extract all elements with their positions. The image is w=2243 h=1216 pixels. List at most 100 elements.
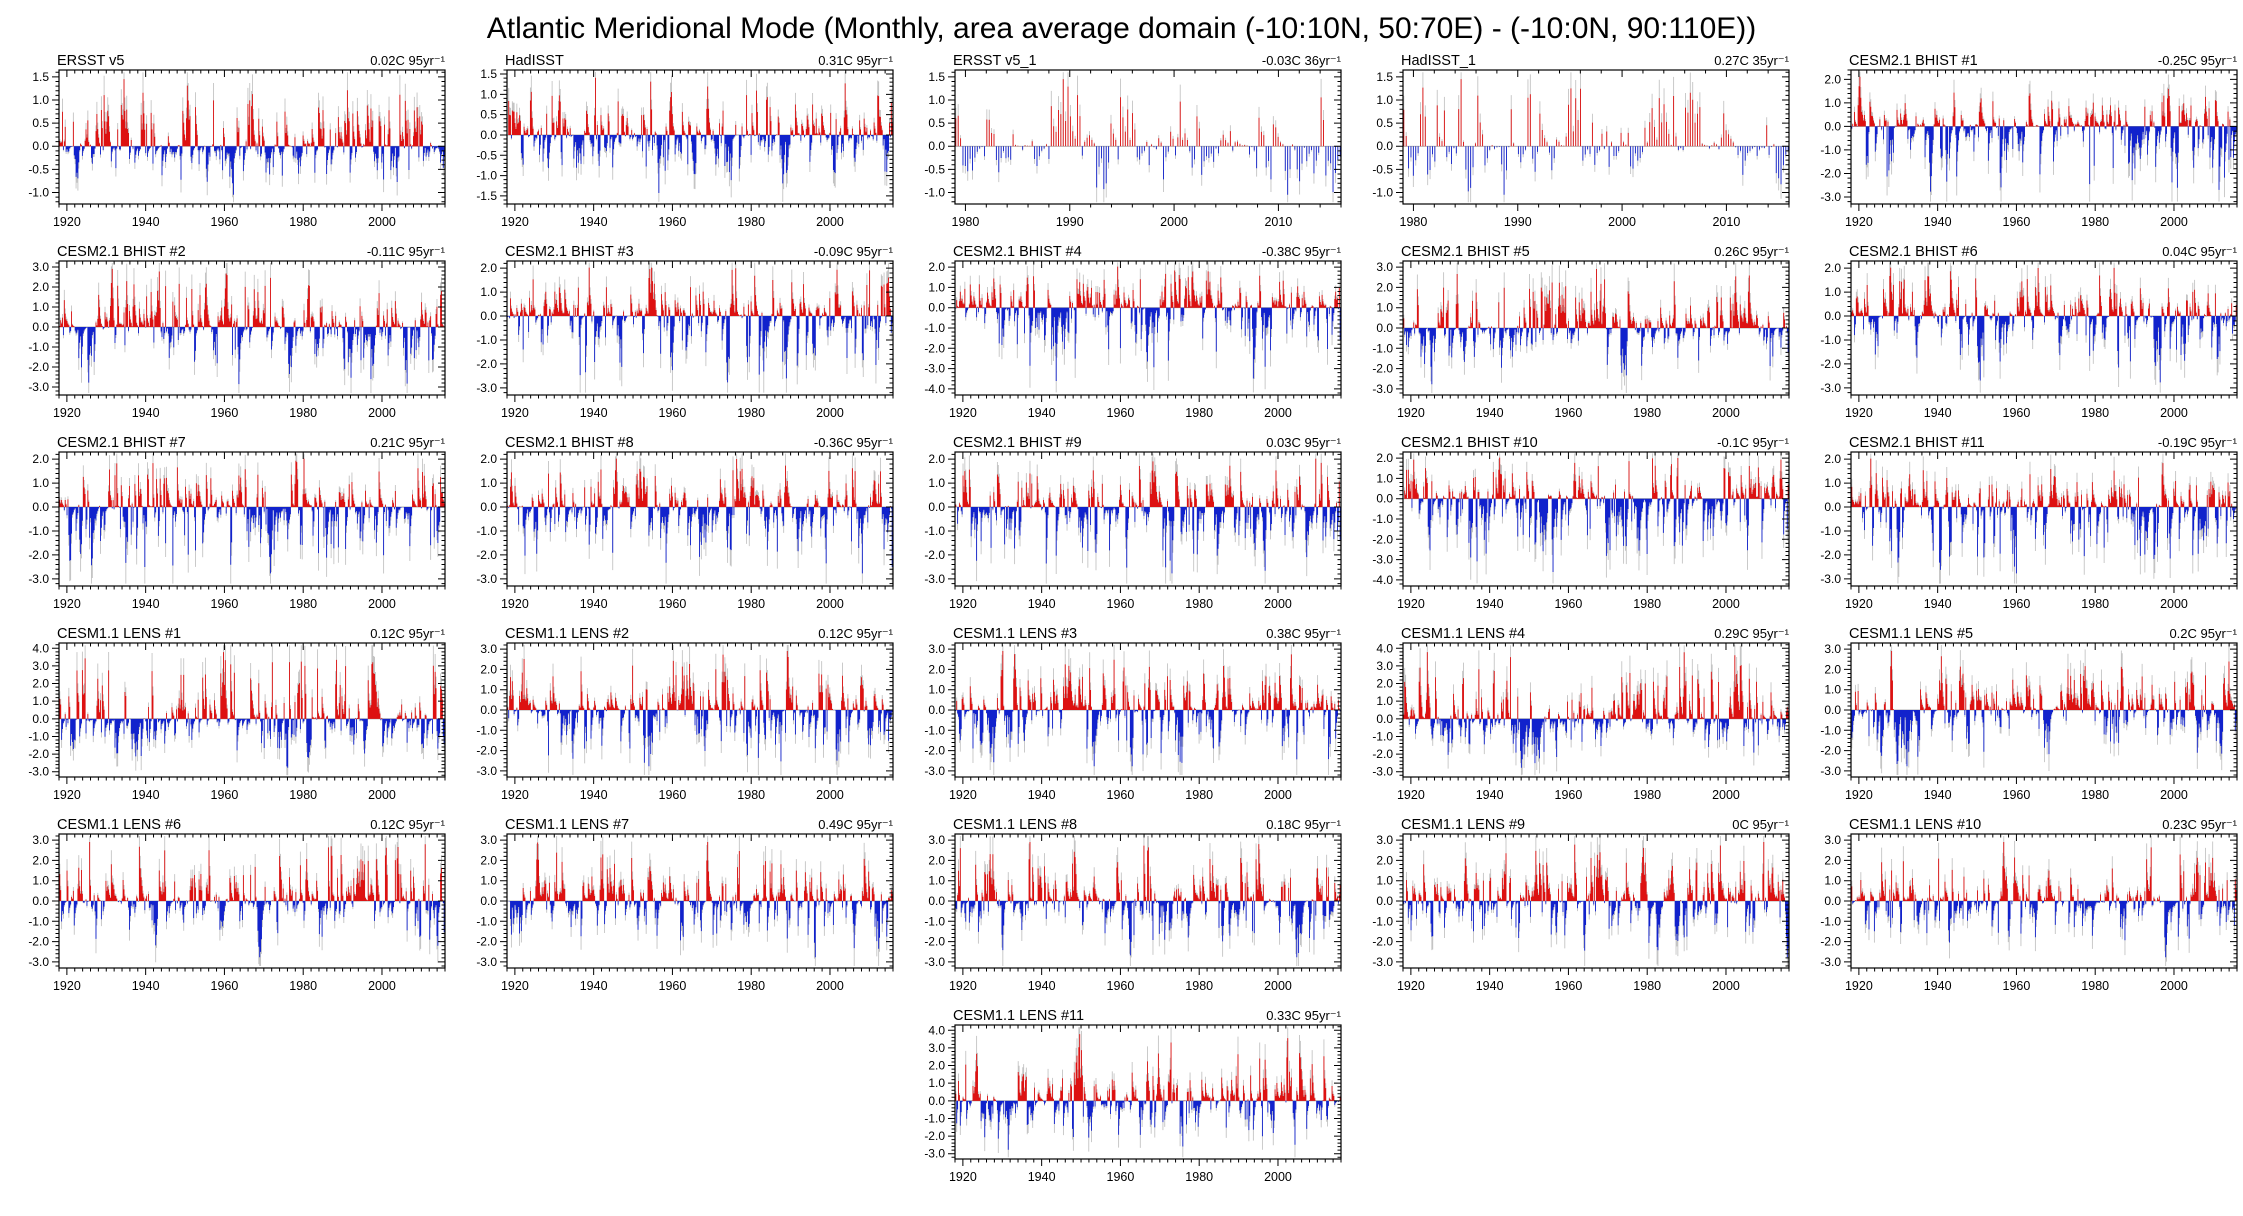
y-tick-label: 1.0: [928, 280, 945, 294]
y-tick-label: 2.0: [32, 853, 49, 867]
x-tick-label: 2000: [368, 788, 396, 802]
panel-trend-label: 0.49C 95yr⁻¹: [818, 818, 893, 832]
panel-cesm21-bhist-11: CESM2.1 BHIST #11 -0.19C 95yr⁻¹ 2.0 1.0 0.0 -…: [1793, 436, 2241, 627]
y-tick-label: -3.0: [1372, 765, 1393, 779]
y-tick-label: -2.0: [1372, 362, 1393, 376]
y-tick-label: -3.0: [1372, 382, 1393, 396]
y-tick-label: -2.0: [28, 747, 49, 761]
x-tick-label: 1980: [289, 597, 317, 611]
panel-title: CESM1.1 LENS #3: [953, 627, 1077, 642]
panel-cesm21-bhist-4: CESM2.1 BHIST #4 -0.38C 95yr⁻¹ 2.0 1.0 0.0 -1…: [897, 245, 1345, 436]
x-tick-label: 1940: [1924, 788, 1952, 802]
panel-title: CESM1.1 LENS #11: [953, 1009, 1084, 1024]
panel-plot-cesm21-bhist-3: CESM2.1 BHIST #3 -0.09C 95yr⁻¹ 2.0 1.0 0.0 -1…: [476, 245, 893, 420]
y-tick-label: 3.0: [1376, 659, 1393, 673]
panel-plot-cesm21-bhist-6: CESM2.1 BHIST #6 0.04C 95yr⁻¹ 2.0 1.0 0.0 -1.…: [1820, 245, 2237, 420]
y-tick-label: -1.0: [1820, 914, 1841, 928]
x-tick-label: 1940: [580, 788, 608, 802]
x-tick-label: 1980: [289, 406, 317, 420]
x-tick-label: 1940: [132, 215, 160, 229]
y-tick-label: 1.5: [1376, 70, 1393, 84]
x-tick-label: 1960: [1555, 979, 1583, 993]
x-tick-label: 1960: [659, 597, 687, 611]
y-tick-label: -1.0: [1372, 729, 1393, 743]
y-tick-label: -1.0: [924, 914, 945, 928]
x-tick-label: 2000: [1712, 788, 1740, 802]
y-tick-label: 2.0: [1376, 280, 1393, 294]
y-tick-label: 0.0: [1824, 119, 1841, 133]
panel-cesm11-lens-8: CESM1.1 LENS #8 0.18C 95yr⁻¹ 3.0 2.0 1.0 0.0 -…: [897, 818, 1345, 1009]
x-tick-label: 2000: [368, 979, 396, 993]
panel-trend-label: 0.27C 35yr⁻¹: [1714, 54, 1789, 68]
x-tick-label: 1920: [53, 406, 81, 420]
y-tick-label: 1.0: [1824, 96, 1841, 110]
y-tick-label: -2.0: [28, 548, 49, 562]
y-tick-label: 2.0: [1376, 451, 1393, 465]
x-tick-label: 1980: [1633, 979, 1661, 993]
y-tick-label: 3.0: [1824, 833, 1841, 847]
panel-plot-cesm21-bhist-5: CESM2.1 BHIST #5 0.26C 95yr⁻¹ 3.0 2.0 1.0 0.0…: [1372, 245, 1789, 420]
y-tick-label: 1.0: [1824, 874, 1841, 888]
panel-trend-label: 0.12C 95yr⁻¹: [370, 818, 445, 832]
x-tick-label: 1980: [2081, 979, 2109, 993]
y-tick-label: 1.0: [1376, 874, 1393, 888]
y-tick-label: -1.0: [924, 321, 945, 335]
panel-title: CESM2.1 BHIST #5: [1401, 245, 1530, 260]
panel-trend-label: 0.23C 95yr⁻¹: [2162, 818, 2237, 832]
y-tick-label: -2.0: [28, 935, 49, 949]
x-tick-label: 1960: [211, 979, 239, 993]
y-tick-label: 2.0: [1376, 677, 1393, 691]
panel-title: HadISST: [505, 54, 564, 69]
x-tick-label: 1960: [659, 215, 687, 229]
y-tick-label: 1.0: [480, 683, 497, 697]
x-tick-label: 1920: [53, 215, 81, 229]
y-tick-label: -0.5: [476, 148, 497, 162]
panel-plot-ersst-v5-1: ERSST v5_1 -0.03C 36yr⁻¹ 1.5 1.0 0.5 0.0 -0.5 -…: [924, 54, 1341, 229]
x-tick-label: 2000: [816, 788, 844, 802]
x-tick-label: 1980: [1633, 406, 1661, 420]
x-tick-label: 1920: [1397, 597, 1425, 611]
y-tick-label: 1.0: [1824, 476, 1841, 490]
x-tick-label: 1920: [53, 597, 81, 611]
x-tick-label: 1940: [580, 406, 608, 420]
y-tick-label: 2.0: [1376, 853, 1393, 867]
y-tick-label: 0.0: [480, 894, 497, 908]
y-tick-label: -3.0: [924, 955, 945, 969]
y-tick-label: 4.0: [32, 641, 49, 655]
y-tick-label: -3.0: [476, 764, 497, 778]
y-tick-label: 2.0: [1824, 853, 1841, 867]
x-tick-label: 1980: [2081, 788, 2109, 802]
panel-cesm11-lens-3: CESM1.1 LENS #3 0.38C 95yr⁻¹ 3.0 2.0 1.0 0.0 -…: [897, 627, 1345, 818]
x-tick-label: 1920: [1397, 788, 1425, 802]
panel-trend-label: 0.18C 95yr⁻¹: [1266, 818, 1341, 832]
y-tick-label: 2.0: [480, 452, 497, 466]
y-tick-label: 2.0: [1824, 662, 1841, 676]
x-tick-label: 1920: [53, 979, 81, 993]
x-tick-label: 1940: [580, 597, 608, 611]
y-tick-label: -3.0: [476, 955, 497, 969]
x-tick-label: 2000: [816, 979, 844, 993]
x-tick-label: 1920: [53, 788, 81, 802]
panel-cesm21-bhist-7: CESM2.1 BHIST #7 0.21C 95yr⁻¹ 2.0 1.0 0.0 -1.…: [1, 436, 449, 627]
y-tick-label: 0.0: [1824, 894, 1841, 908]
y-tick-label: -2.0: [1820, 357, 1841, 371]
x-tick-label: 1960: [2003, 406, 2031, 420]
panel-trend-label: 0.33C 95yr⁻¹: [1266, 1009, 1341, 1023]
x-tick-label: 1920: [949, 788, 977, 802]
x-tick-label: 1940: [132, 406, 160, 420]
y-tick-label: 0.5: [928, 116, 945, 130]
x-tick-label: 1980: [737, 406, 765, 420]
y-tick-label: 2.0: [928, 452, 945, 466]
y-tick-label: 3.0: [480, 833, 497, 847]
y-tick-label: 0.0: [1376, 321, 1393, 335]
x-tick-label: 1990: [1504, 215, 1532, 229]
panel-trend-label: 0.21C 95yr⁻¹: [370, 436, 445, 450]
x-tick-label: 1940: [1476, 406, 1504, 420]
panel-trend-label: 0.38C 95yr⁻¹: [1266, 627, 1341, 641]
chart-title: Atlantic Meridional Mode (Monthly, area …: [486, 12, 1757, 45]
x-tick-label: 2000: [1264, 1170, 1292, 1184]
y-tick-label: 0.0: [1376, 492, 1393, 506]
x-tick-label: 1920: [949, 597, 977, 611]
panel-title: CESM1.1 LENS #6: [57, 818, 181, 833]
y-tick-label: -3.0: [924, 1147, 945, 1161]
